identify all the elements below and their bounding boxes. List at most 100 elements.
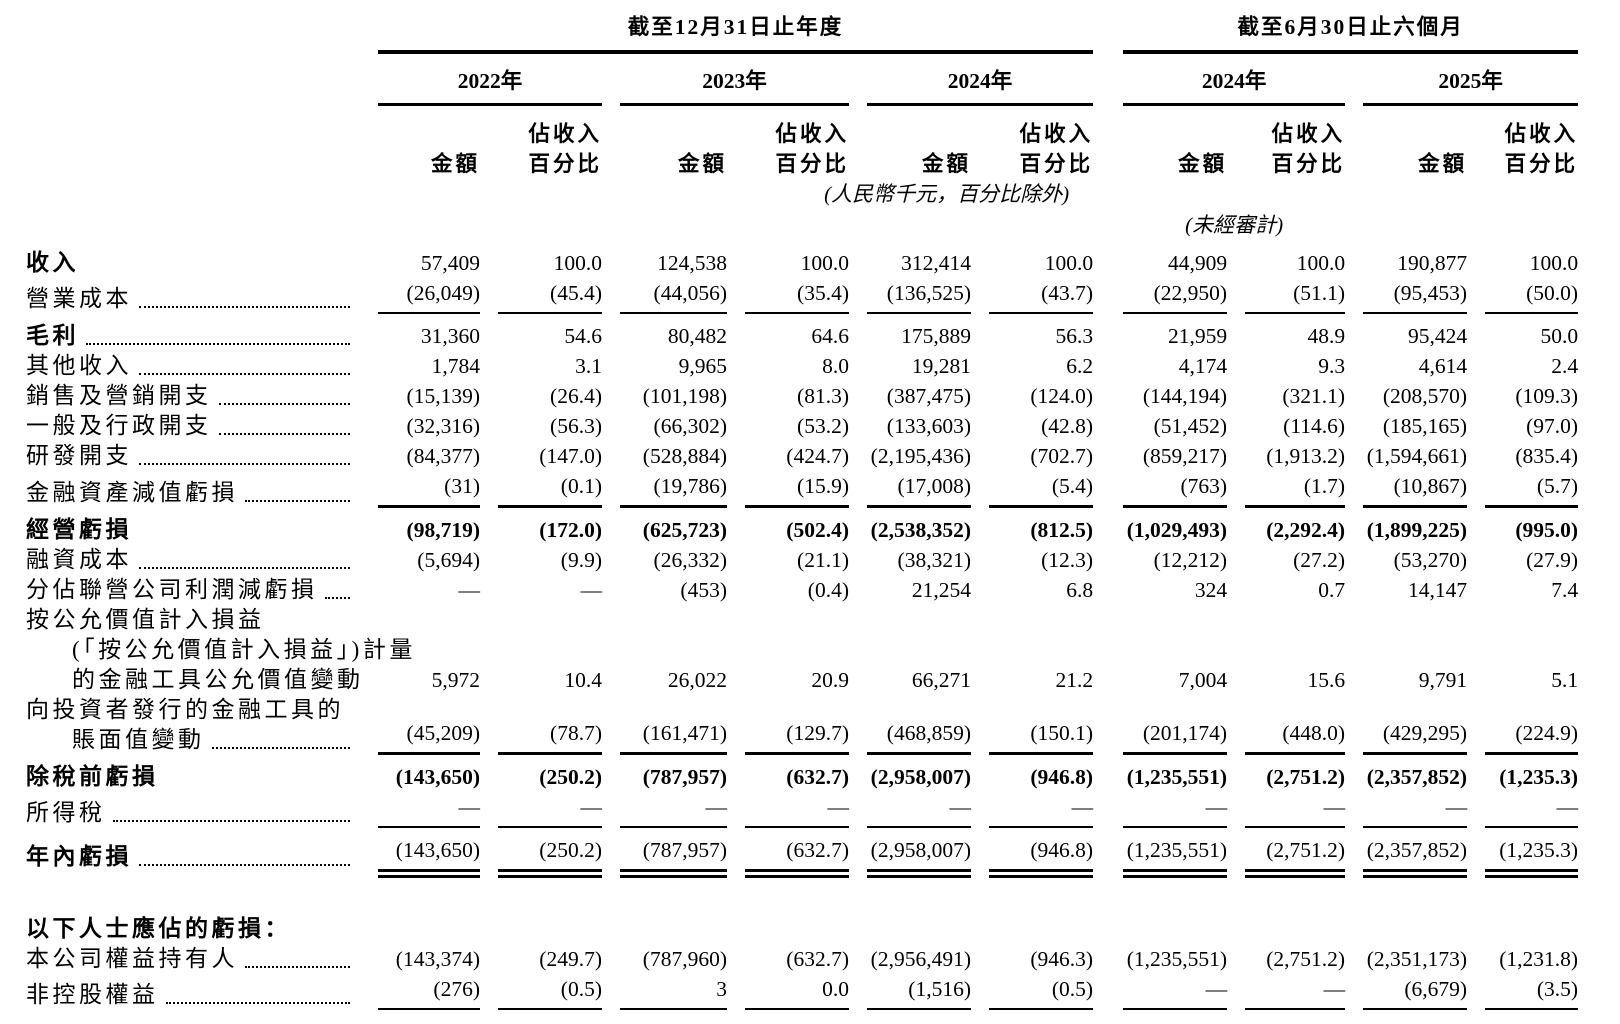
cell-value: (10,867) — [1345, 471, 1467, 507]
cell-value: (2,351,173) — [1366, 946, 1468, 971]
cell-value: 3 — [602, 974, 727, 1010]
interim-period-label: 截至6月30日止六個月 — [1123, 10, 1579, 54]
cell-value: (97.0) — [1526, 414, 1579, 439]
row-label: 毛利 — [26, 314, 360, 351]
cell-value: (632.7) — [786, 946, 849, 971]
table-row: 銷售及營銷開支 (15,139) (26.4) (101,198) (81.3) (387… — [26, 381, 1578, 411]
cell-value: (1,235.3) — [1499, 764, 1579, 789]
cell-value: (702.7) — [1030, 444, 1094, 469]
dot-leader — [245, 965, 350, 968]
cell-value: 66,271 — [911, 667, 971, 692]
cell-value: (26.4) — [550, 384, 602, 409]
cell-value: (1,913.2) — [1266, 444, 1346, 469]
cell-value: (468,859) — [849, 695, 971, 755]
cell-value: (114.6) — [1283, 414, 1346, 439]
cell-value: (249.7) — [539, 946, 602, 971]
cell-value: (812.5) — [1030, 517, 1094, 542]
cell-value: (1,235,551) — [1126, 764, 1228, 789]
cell-value: — — [480, 792, 603, 828]
cell-value: 8.0 — [822, 354, 849, 379]
table-row: 研發開支 (84,377) (147.0) (528,884) (424.7) (2,19… — [26, 441, 1578, 471]
cell-value: 100.0 — [1529, 251, 1579, 275]
cell-value: (2,751.2) — [1266, 764, 1346, 789]
row-label-text: 融資成本 — [26, 546, 132, 572]
cell-value: (44,056) — [602, 278, 727, 314]
cell-value: (78.7) — [480, 695, 602, 755]
cell-value: (632.7) — [786, 764, 849, 789]
cell-value: 100.0 — [553, 251, 602, 275]
cell-value: (95,453) — [1345, 278, 1467, 314]
currency-note: (人民幣千元，百分比除外) — [824, 182, 1070, 206]
cell-value: 56.3 — [1055, 324, 1094, 349]
cell-value: (1,235,551) — [1093, 828, 1227, 880]
table-row: 所得稅 — — — — — — — — — — — [26, 792, 1578, 828]
row-label-text: 分佔聯營公司利潤減虧損 — [26, 576, 318, 602]
cell-value: (15.9) — [727, 471, 849, 507]
cell-value: 2.4 — [1551, 354, 1579, 379]
cell-value: (250.2) — [539, 764, 602, 789]
dot-leader — [139, 373, 350, 376]
cell-value: (0.5) — [971, 974, 1093, 1010]
row-label: 以下人士應佔的虧損： — [26, 881, 360, 944]
dot-leader — [324, 596, 350, 599]
year-header-2022: 2022年 — [360, 54, 602, 106]
empty-cells — [360, 881, 1578, 944]
cell-value: — — [1093, 792, 1228, 828]
annual-period-label: 截至12月31日止年度 — [378, 10, 1094, 54]
cell-value: (26,049) — [360, 278, 480, 314]
cell-value: (50.0) — [1467, 278, 1578, 314]
cell-value: (995.0) — [1515, 517, 1579, 542]
cell-value: (859,217) — [1142, 444, 1228, 469]
cell-value: 190,877 — [1397, 251, 1468, 275]
dot-leader — [218, 433, 350, 436]
cell-value: (2,195,436) — [870, 444, 971, 469]
cell-value: (5.7) — [1467, 471, 1578, 507]
cell-value: — — [971, 792, 1094, 828]
cell-value: 21,254 — [911, 577, 971, 602]
cell-value: (51,452) — [1153, 414, 1228, 439]
row-label: 金融資產減值虧損 — [26, 471, 360, 507]
row-label: 經營虧損 — [26, 508, 360, 545]
cell-value: (787,960) — [642, 946, 727, 971]
cell-value: (2,956,491) — [870, 946, 971, 971]
cell-value: (2,292.4) — [1266, 517, 1346, 542]
cell-value: — — [1467, 792, 1579, 828]
dot-leader — [245, 499, 350, 502]
cell-value: (424.7) — [786, 444, 849, 469]
cell-value: (143,650) — [360, 828, 480, 880]
cell-value: (625,723) — [642, 517, 727, 542]
cell-value: (185,165) — [1382, 414, 1468, 439]
cell-value: — — [1093, 974, 1228, 1010]
cell-value: (946.8) — [1030, 764, 1094, 789]
cell-value: (2,958,007) — [849, 828, 971, 880]
amount-column-header: 金額 — [1178, 152, 1228, 176]
row-label: 除稅前虧損 — [26, 755, 360, 792]
row-label: 所得稅 — [26, 792, 360, 828]
row-label-text: 研發開支 — [26, 443, 132, 469]
row-label-text: 收入 — [26, 250, 79, 275]
cell-value: (161,471) — [602, 695, 727, 755]
cell-value: (787,957) — [602, 828, 727, 880]
cell-value: 95,424 — [1407, 324, 1468, 349]
cell-value: — — [1345, 792, 1468, 828]
row-label-text: 銷售及營銷開支 — [26, 383, 212, 409]
dot-leader — [139, 463, 350, 466]
cell-value: (81.3) — [797, 384, 849, 409]
cell-value: — — [360, 792, 481, 828]
cell-value: 15.6 — [1307, 667, 1346, 692]
cell-value: (26,332) — [653, 547, 727, 572]
cell-value: (763) — [1093, 471, 1228, 507]
cell-value: 19,281 — [911, 354, 971, 379]
row-label: 研發開支 — [26, 441, 360, 471]
pct-column-header: 佔收入 百分比 — [1271, 122, 1346, 176]
table-row: 一般及行政開支 (32,316) (56.3) (66,302) (53.2) (133,… — [26, 411, 1578, 441]
dot-leader — [218, 403, 350, 406]
cell-value: (9.9) — [560, 547, 602, 572]
cell-value: 5,972 — [431, 667, 480, 692]
row-label-text: 除稅前虧損 — [26, 763, 159, 789]
cell-value: (1,029,493) — [1126, 517, 1228, 542]
cell-value: (946.8) — [971, 828, 1093, 880]
cell-value: — — [580, 577, 603, 602]
cell-value: (835.4) — [1515, 444, 1579, 469]
table-row: 向投資者發行的金融工具的 賬面值變動 (45,209) (78.7) (161,471)… — [26, 695, 1578, 755]
